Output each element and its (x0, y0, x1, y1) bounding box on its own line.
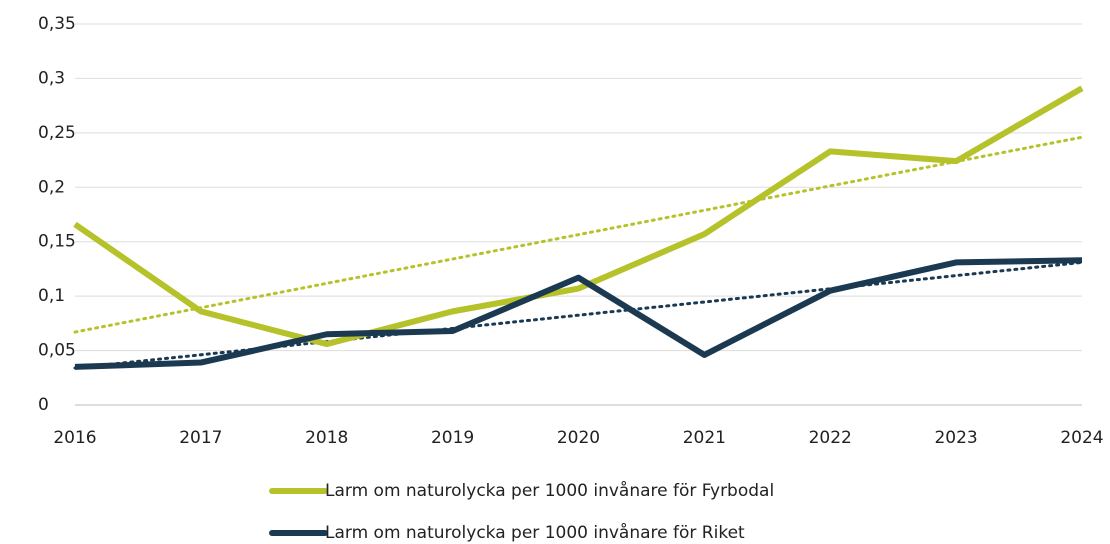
x-tick-label: 2020 (557, 428, 600, 448)
y-tick-label: 0,35 (38, 14, 76, 34)
series-line (74, 257, 1083, 370)
x-tick-label: 2019 (431, 428, 474, 448)
y-tick-label: 0,2 (38, 177, 65, 197)
trend-line (73, 135, 1084, 334)
legend-label: Larm om naturolycka per 1000 invånare fö… (325, 480, 774, 501)
x-tick-label: 2023 (934, 428, 977, 448)
series-line (73, 85, 1084, 348)
x-tick-label: 2016 (53, 428, 96, 448)
legend-label: Larm om naturolycka per 1000 invånare fö… (325, 522, 745, 543)
x-tick-label: 2024 (1060, 428, 1103, 448)
x-tick-label: 2022 (809, 428, 852, 448)
x-tick-label: 2017 (179, 428, 222, 448)
y-tick-label: 0,3 (38, 68, 65, 88)
y-tick-label: 0 (38, 395, 49, 415)
y-tick-label: 0,05 (38, 341, 76, 361)
x-tick-label: 2021 (683, 428, 726, 448)
y-tick-label: 0,15 (38, 232, 76, 252)
y-tick-label: 0,1 (38, 286, 65, 306)
y-tick-label: 0,25 (38, 123, 76, 143)
x-tick-label: 2018 (305, 428, 348, 448)
